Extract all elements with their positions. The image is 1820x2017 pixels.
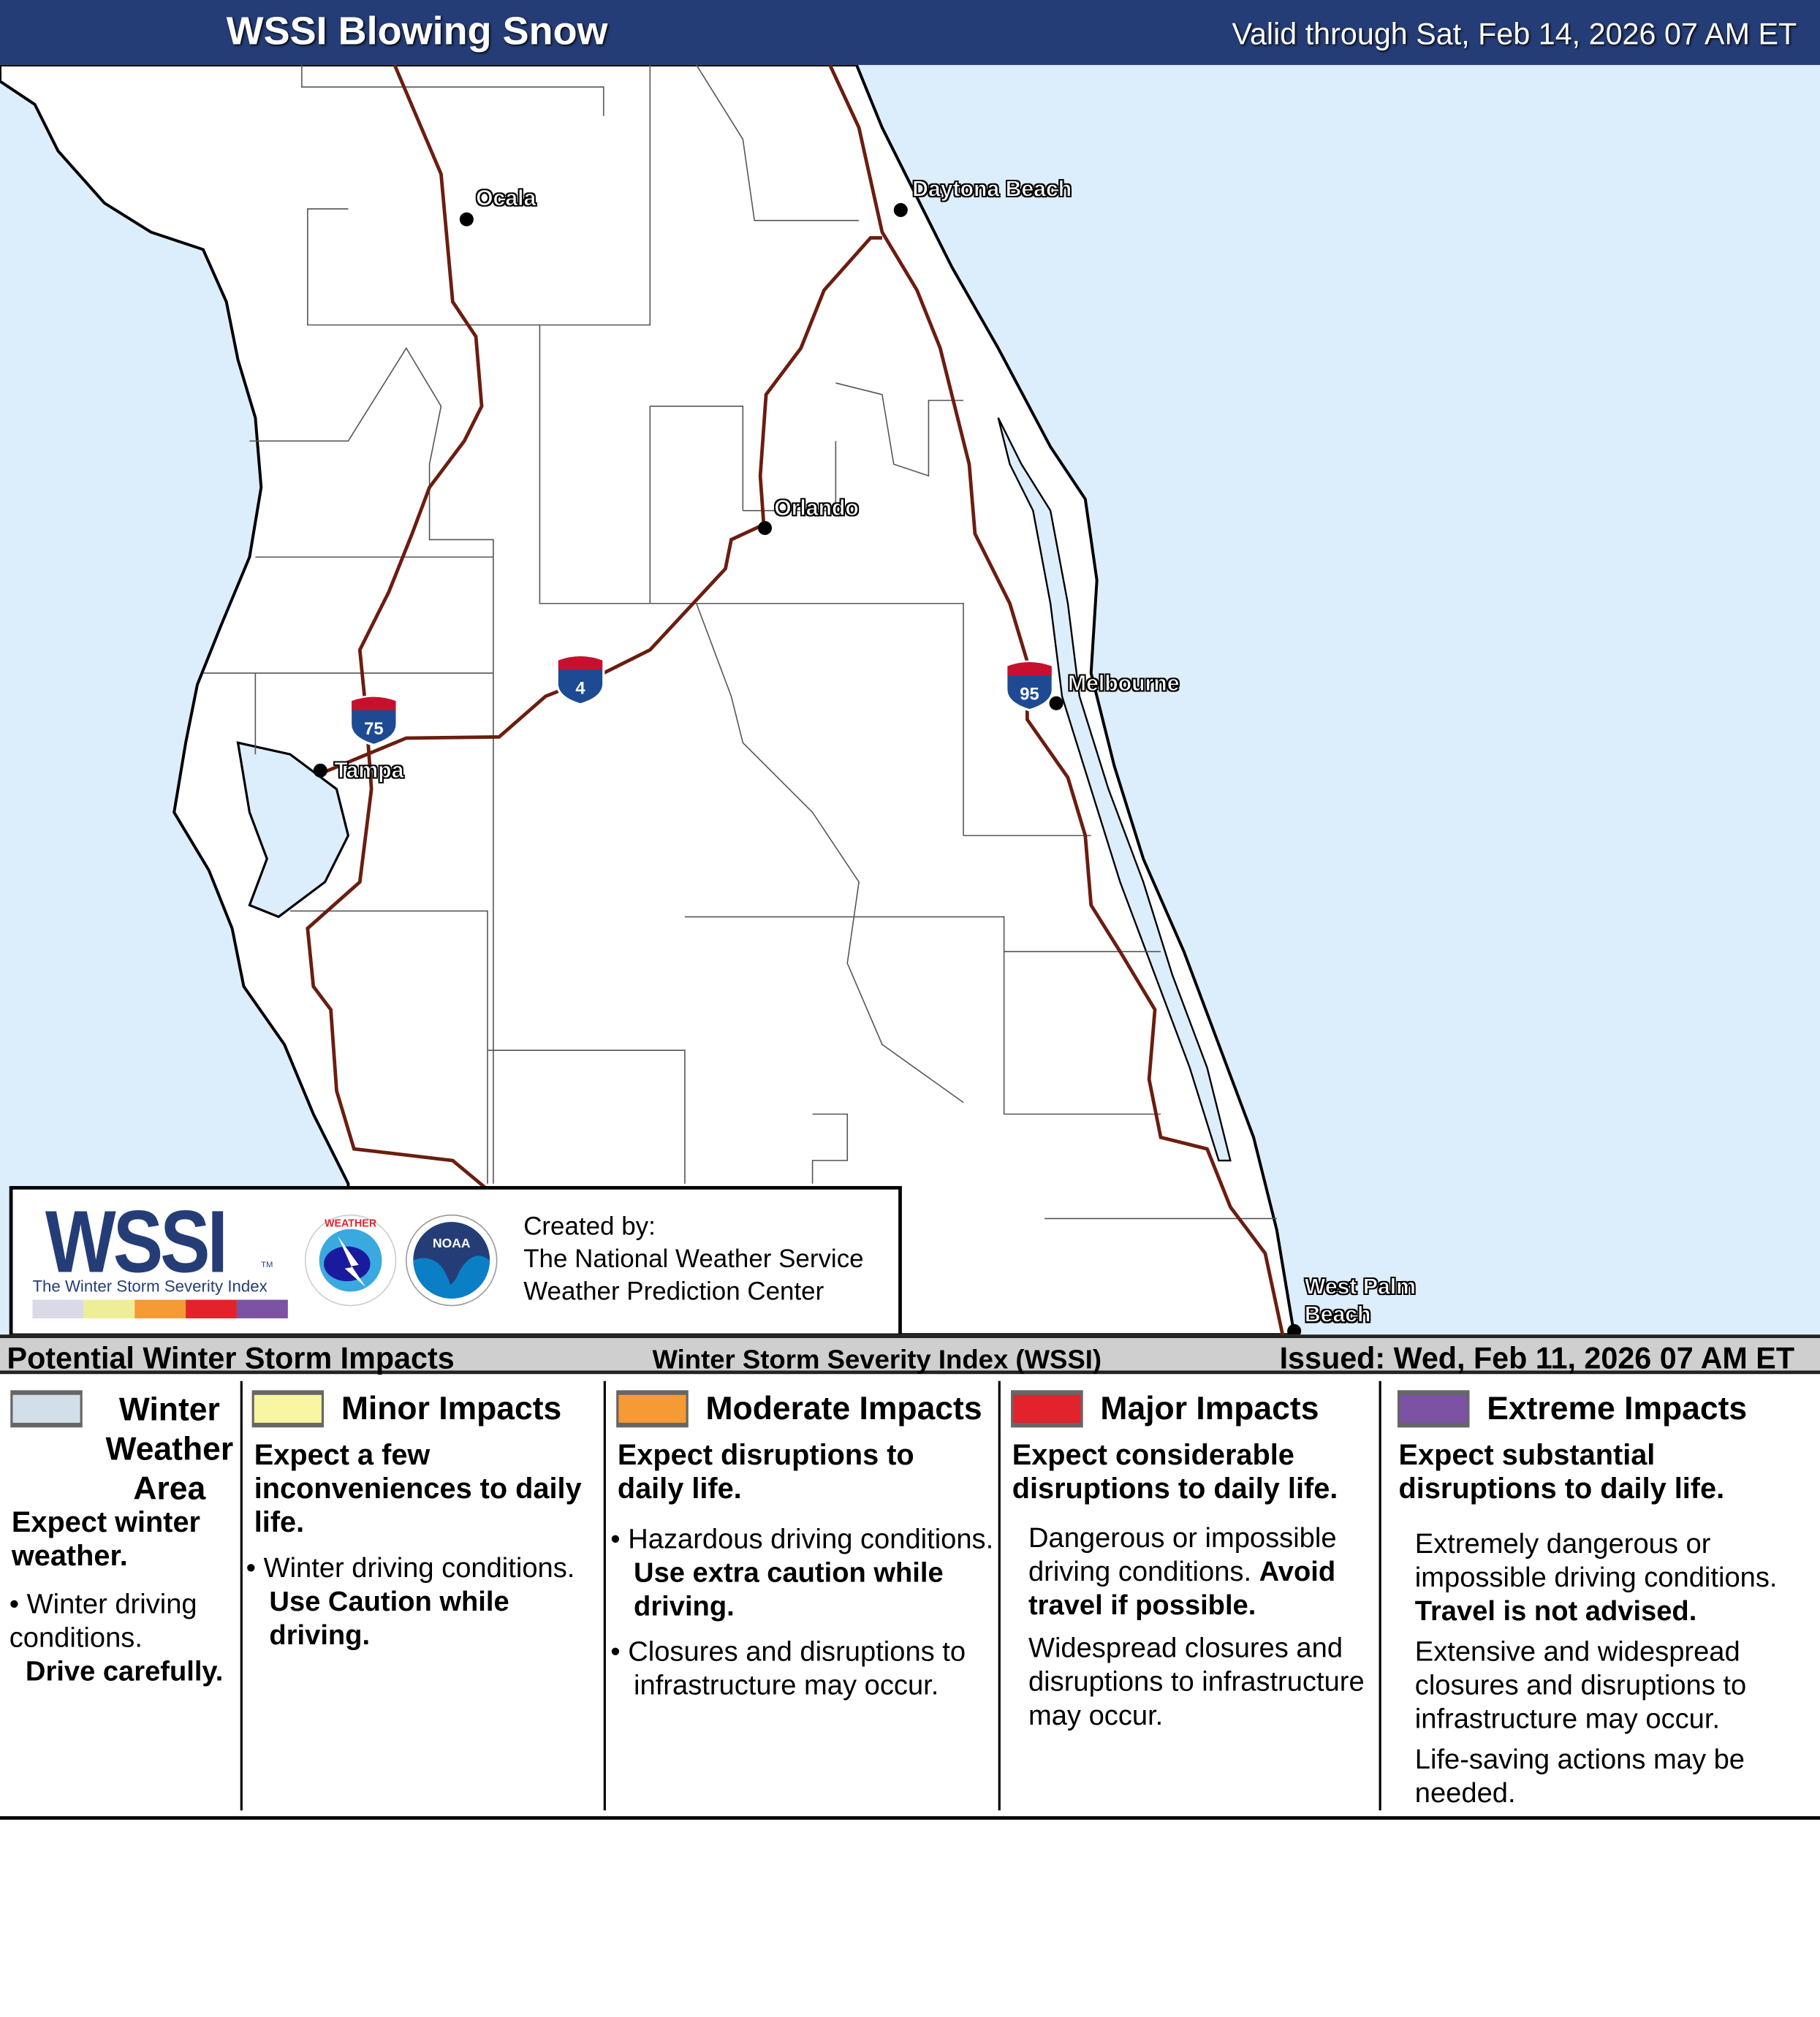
trademark: TM (261, 1261, 273, 1270)
i4-shield-icon: 4 (556, 654, 605, 706)
category-headline: Expect considerable disruptions to daily… (1012, 1439, 1338, 1505)
city-label-daytona-beach: Daytona Beach (912, 177, 1072, 202)
legend-title-bar: Potential Winter Storm Impacts Winter St… (0, 1334, 1820, 1375)
credits-text: Created by: The National Weather Service… (523, 1210, 863, 1307)
category-title: Extreme Impacts (1487, 1390, 1748, 1427)
land (0, 64, 1296, 1335)
indian-river-lagoon (997, 417, 1232, 1162)
divider (998, 1380, 1001, 1811)
category-title: Moderate Impacts (705, 1390, 982, 1427)
legend-index-name: Winter Storm Severity Index (WSSI) (652, 1343, 1102, 1375)
detail-text: Extremely dangerous or impossible drivin… (1414, 1528, 1778, 1594)
city-label-orlando: Orlando (774, 496, 860, 522)
detail-emphasis: Use Caution while driving. (269, 1586, 509, 1652)
i95-shield-icon: 95 (1005, 660, 1054, 712)
detail-text: Winter driving conditions. (9, 1588, 197, 1654)
category-title: Minor Impacts (341, 1390, 562, 1427)
legend-heading: Potential Winter Storm Impacts (7, 1340, 455, 1375)
swatch-extreme-impacts (1397, 1390, 1470, 1428)
category-details: Extremely dangerous or impossible drivin… (1415, 1527, 1816, 1957)
category-details: • Winter driving conditions. Use Caution… (246, 1551, 604, 1981)
category-headline: Expect winter weather. (11, 1506, 201, 1573)
detail-text: Closures and disruptions to infrastructu… (628, 1636, 966, 1702)
divider (240, 1380, 243, 1811)
credits-panel: WSSI TM The Winter Storm Severity Index … (9, 1185, 902, 1337)
issued-time: Issued: Wed, Feb 11, 2026 07 AM ET (1279, 1340, 1795, 1375)
detail-text: Winter driving conditions. (263, 1552, 575, 1584)
header-bar: WSSI Blowing Snow Valid through Sat, Feb… (0, 0, 1820, 65)
detail-text: Widespread closures and disruptions to i… (1028, 1633, 1365, 1732)
swatch-winter-weather-area (10, 1390, 83, 1428)
category-title: Major Impacts (1100, 1390, 1319, 1427)
category-details: • Winter driving conditions. Drive caref… (10, 1587, 242, 2017)
created-by-label: Created by: (523, 1211, 656, 1241)
nws-logo-icon: WEATHER (304, 1214, 397, 1307)
detail-emphasis: Drive carefully. (25, 1656, 224, 1687)
swatch-minor-impacts (251, 1390, 325, 1428)
interstate-highways (306, 64, 1285, 1335)
category-title: Winter Weather Area (105, 1391, 234, 1507)
svg-text:4: 4 (575, 679, 585, 699)
category-headline: Expect a few inconveniences to daily lif… (254, 1439, 582, 1539)
noaa-logo-icon: NOAA (406, 1214, 498, 1307)
wssi-subtitle: The Winter Storm Severity Index (32, 1276, 268, 1296)
wssi-logo: WSSI (45, 1193, 228, 1292)
org-wpc: Weather Prediction Center (523, 1276, 824, 1306)
valid-time: Valid through Sat, Feb 14, 2026 07 AM ET (1232, 16, 1797, 51)
svg-text:WEATHER: WEATHER (325, 1218, 377, 1230)
city-label-melbourne: Melbourne (1067, 672, 1180, 696)
swatch-major-impacts (1011, 1390, 1083, 1428)
i95-route (828, 64, 1285, 1335)
detail-emphasis: Avoid travel if possible. (1028, 1556, 1336, 1622)
detail-emphasis: Travel is not advised. (1414, 1595, 1697, 1627)
county-lines (202, 64, 1277, 1220)
i75-route (306, 64, 489, 1191)
category-details: Dangerous or impossible driving conditio… (1028, 1522, 1376, 1951)
i4-route (324, 236, 882, 774)
tampa-bay (236, 741, 350, 919)
detail-text: Dangerous or impossible driving conditio… (1028, 1522, 1337, 1588)
city-label-ocala: Ocala (476, 186, 536, 212)
svg-text:NOAA: NOAA (433, 1236, 471, 1250)
detail-text: Extensive and widespread closures and di… (1414, 1636, 1747, 1736)
divider (1379, 1380, 1381, 1811)
category-details: • Hazardous driving conditions. Use extr… (610, 1524, 994, 1702)
i75-shield-icon: 75 (349, 695, 398, 747)
detail-text: Life-saving actions may be needed. (1414, 1744, 1745, 1809)
bottom-border (0, 1816, 1820, 1820)
category-headline: Expect disruptions to daily life. (617, 1439, 914, 1505)
wssi-color-bar (32, 1299, 288, 1318)
florida-map: 75 4 95 (0, 64, 1820, 1335)
city-dots (313, 202, 1302, 1335)
org-nws: The National Weather Service (523, 1244, 864, 1274)
city-label-west-palm-beach: West Palm Beach (1304, 1275, 1416, 1328)
svg-text:75: 75 (364, 719, 384, 739)
map-title: WSSI Blowing Snow (226, 9, 608, 54)
detail-text: Hazardous driving conditions. (628, 1524, 994, 1555)
svg-text:95: 95 (1020, 685, 1039, 704)
swatch-moderate-impacts (616, 1390, 689, 1428)
divider (603, 1380, 606, 1811)
category-headline: Expect substantial disruptions to daily … (1398, 1439, 1725, 1505)
detail-emphasis: Use extra caution while driving. (634, 1557, 944, 1623)
wssi-map-graphic: WSSI Blowing Snow Valid through Sat, Feb… (0, 0, 1820, 1820)
city-label-tampa: Tampa (334, 759, 404, 783)
